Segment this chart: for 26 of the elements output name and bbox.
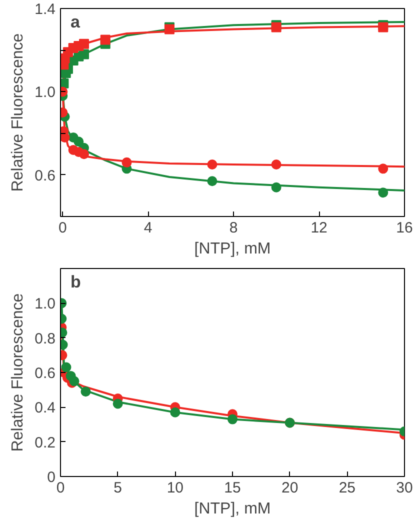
x-tick-label: 5 (114, 480, 122, 496)
annotation: b (70, 272, 81, 292)
x-tick-label: 25 (338, 480, 356, 496)
x-tick-label: 12 (310, 220, 328, 236)
y-axis-title: Relative Fluorescence (10, 33, 27, 192)
y-tick-label: 1.0 (34, 84, 56, 102)
x-tick-label: 4 (144, 220, 152, 236)
y-tick-label: 1.4 (34, 1, 56, 18)
x-tick-label: 15 (224, 480, 241, 496)
y-axis-title: Relative Fluorescence (10, 293, 27, 452)
x-tick-label: 30 (396, 480, 413, 496)
x-tick-label: 10 (166, 480, 184, 496)
x-tick-label: 0 (58, 220, 67, 236)
y-tick-label: 1.0 (34, 296, 56, 313)
y-tick-label: 0.4 (34, 400, 56, 417)
annotation: a (70, 12, 80, 32)
x-axis-title: [NTP], mM (194, 500, 271, 518)
x-tick-label: 20 (281, 480, 298, 496)
y-tick-label: 0.6 (34, 365, 56, 382)
y-tick-label: 0 (47, 469, 56, 486)
y-tick-label: 0.8 (34, 330, 56, 348)
x-tick-label: 8 (229, 220, 238, 236)
x-tick-label: 16 (396, 220, 413, 236)
y-tick-label: 0.2 (34, 434, 56, 452)
x-axis-title: [NTP], mM (194, 240, 271, 258)
y-tick-label: 0.6 (34, 167, 56, 184)
